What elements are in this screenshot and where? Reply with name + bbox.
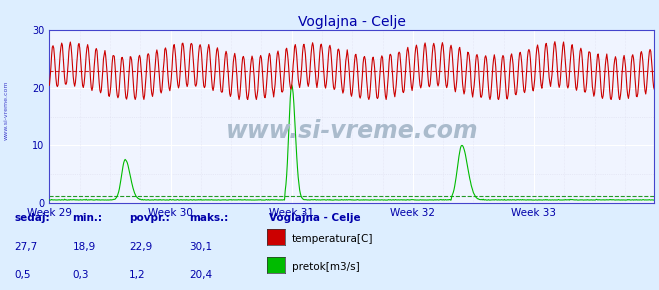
Text: www.si-vreme.com: www.si-vreme.com <box>4 80 9 140</box>
Text: povpr.:: povpr.: <box>129 213 170 223</box>
Text: min.:: min.: <box>72 213 103 223</box>
Text: 0,5: 0,5 <box>14 270 31 280</box>
Text: sedaj:: sedaj: <box>14 213 50 223</box>
Text: 18,9: 18,9 <box>72 242 96 252</box>
Text: 1,2: 1,2 <box>129 270 146 280</box>
Text: 30,1: 30,1 <box>189 242 212 252</box>
Text: www.si-vreme.com: www.si-vreme.com <box>225 119 478 142</box>
Text: maks.:: maks.: <box>189 213 229 223</box>
Text: pretok[m3/s]: pretok[m3/s] <box>292 262 360 272</box>
Text: 22,9: 22,9 <box>129 242 152 252</box>
Text: Voglajna - Celje: Voglajna - Celje <box>269 213 360 223</box>
Text: temperatura[C]: temperatura[C] <box>292 234 374 244</box>
Text: 20,4: 20,4 <box>189 270 212 280</box>
Text: 27,7: 27,7 <box>14 242 38 252</box>
Title: Voglajna - Celje: Voglajna - Celje <box>298 15 406 29</box>
Text: 0,3: 0,3 <box>72 270 89 280</box>
